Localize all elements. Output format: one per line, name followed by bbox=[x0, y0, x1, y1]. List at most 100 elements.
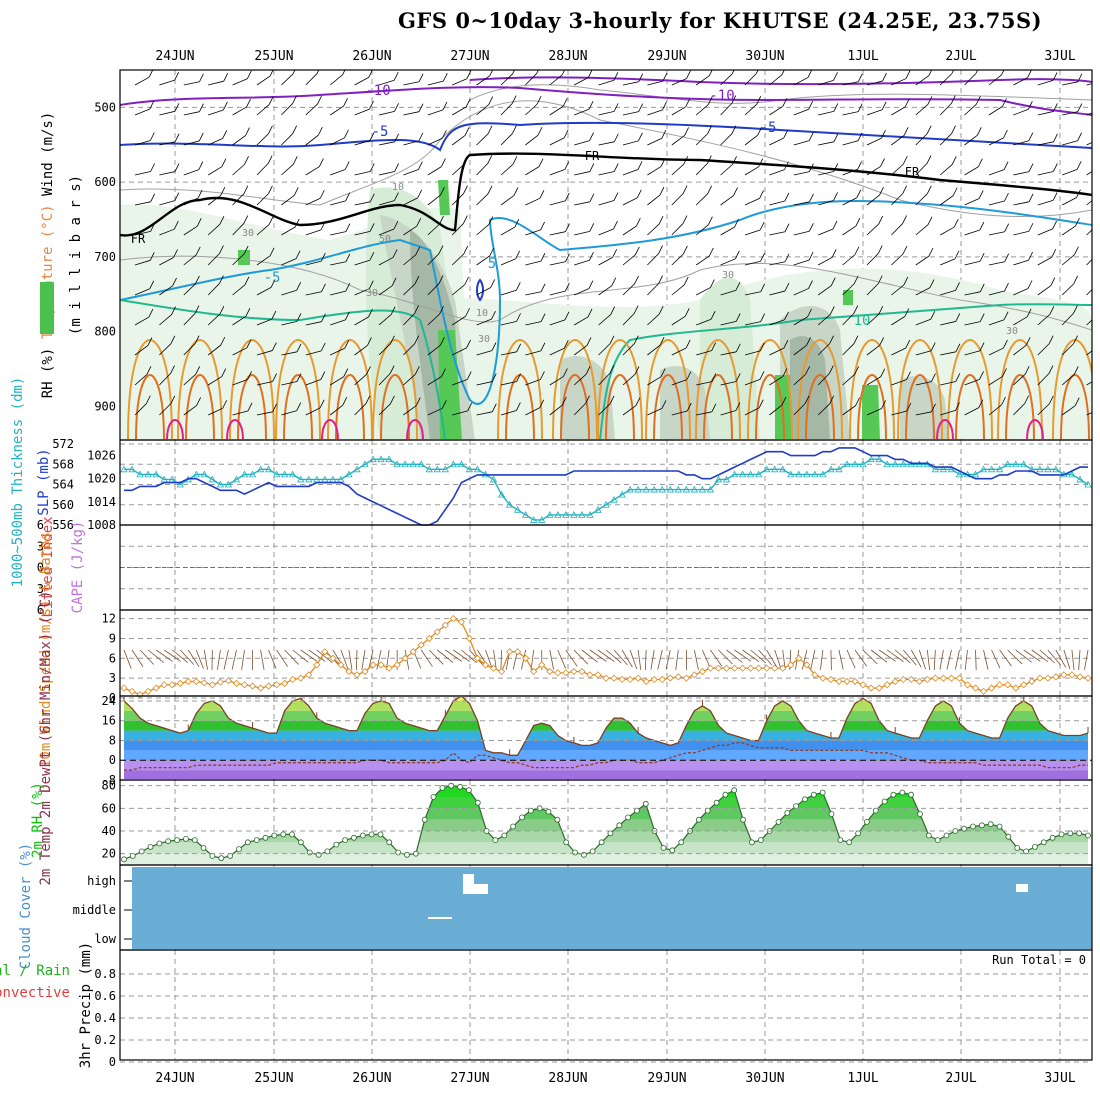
wind10-point bbox=[248, 682, 257, 690]
wind-barb bbox=[272, 403, 278, 412]
rh2m-point bbox=[465, 787, 472, 794]
wind10-point bbox=[353, 671, 361, 679]
wind-barb bbox=[1003, 311, 1009, 320]
temp-contour-0 bbox=[120, 86, 1092, 116]
thickness-point bbox=[1012, 460, 1020, 468]
wind-barb bbox=[684, 127, 689, 136]
wind-barb bbox=[598, 373, 611, 386]
wind-barb bbox=[159, 228, 175, 236]
wind10-barb bbox=[589, 649, 607, 662]
thickness-point bbox=[730, 470, 739, 478]
wind-barb bbox=[866, 408, 882, 416]
rh2m-point bbox=[359, 832, 366, 839]
wind-barb bbox=[915, 133, 928, 146]
thickness-point bbox=[771, 465, 779, 473]
wind-barb bbox=[769, 231, 786, 236]
thickness-point bbox=[554, 511, 562, 518]
wind-barb bbox=[1037, 285, 1052, 296]
wind-barb bbox=[378, 110, 395, 116]
wind-barb bbox=[866, 376, 881, 386]
wind-barb bbox=[208, 407, 223, 416]
thickness-point bbox=[489, 475, 498, 483]
wind10-point bbox=[433, 628, 441, 636]
temp-contour-2 bbox=[120, 121, 1092, 152]
wind10-point bbox=[947, 674, 955, 682]
wind-barb bbox=[769, 200, 785, 206]
wind-barb bbox=[1061, 313, 1074, 326]
wind-barb bbox=[525, 229, 541, 236]
wind-barb bbox=[598, 285, 612, 296]
wind-barb bbox=[829, 306, 835, 315]
wind-barb bbox=[208, 137, 223, 146]
wind10-point bbox=[1084, 674, 1092, 682]
thickness-point bbox=[417, 460, 425, 468]
wind-barb bbox=[793, 201, 810, 206]
rh2m-point bbox=[660, 845, 667, 851]
wind-barb bbox=[842, 169, 858, 176]
wind10-barb bbox=[782, 649, 786, 670]
wind-barb bbox=[735, 373, 741, 382]
wind-barb bbox=[855, 217, 861, 227]
thickness-point bbox=[1084, 480, 1092, 488]
temp-contour-5 bbox=[120, 299, 1092, 439]
wind10-barb bbox=[445, 649, 463, 662]
ytick-slp: 1026 bbox=[87, 449, 116, 463]
wind10-point bbox=[522, 654, 530, 662]
wind-barb bbox=[525, 197, 541, 206]
wind-barb bbox=[574, 140, 590, 146]
wind10-point bbox=[963, 681, 972, 689]
ytick-precip: 0.6 bbox=[94, 989, 116, 1003]
wind-barb bbox=[818, 256, 833, 266]
rh2m-point bbox=[563, 839, 570, 846]
thickness-point bbox=[819, 470, 827, 478]
wind10-barb bbox=[292, 649, 309, 663]
wind-barb bbox=[658, 305, 664, 315]
wind-barb bbox=[390, 335, 395, 344]
wind10-barb bbox=[933, 649, 936, 670]
wind-barb bbox=[853, 335, 859, 344]
rh2m-band-4 bbox=[124, 808, 1088, 820]
temp-contour-label-7: -5 bbox=[264, 270, 281, 286]
wind-barb bbox=[232, 315, 247, 326]
wind-barb bbox=[354, 140, 371, 146]
wind-barb bbox=[525, 103, 538, 116]
wind-barb bbox=[427, 194, 441, 206]
wind-barb bbox=[877, 245, 883, 254]
temp-contour-warm-12 bbox=[797, 338, 843, 439]
thickness-point bbox=[594, 505, 602, 513]
rh2m-point bbox=[722, 791, 729, 798]
thickness-point bbox=[995, 465, 1004, 473]
wind-barb bbox=[281, 164, 294, 176]
wind10-point bbox=[722, 664, 731, 672]
wind-barb bbox=[393, 220, 399, 230]
wind-barb bbox=[256, 75, 271, 86]
wind-barb bbox=[1004, 282, 1009, 292]
wind-barb bbox=[842, 81, 859, 86]
wind10-barb bbox=[954, 649, 960, 670]
wind10-barb bbox=[437, 649, 454, 663]
wind-barb bbox=[695, 104, 709, 116]
wind-barb bbox=[344, 340, 350, 349]
wind-barb bbox=[711, 403, 717, 412]
wind-barb bbox=[562, 396, 567, 406]
wind-barb bbox=[540, 371, 545, 380]
thickness-point bbox=[264, 465, 273, 473]
ytick-wind: 0 bbox=[109, 691, 116, 705]
ylabel-temp-text: 2m Temp 2m DewPt (6hr Min/Max) (°C) bbox=[38, 590, 54, 885]
wind10-barb bbox=[179, 649, 195, 665]
wind10-barb bbox=[530, 649, 535, 670]
wind-barb bbox=[855, 397, 860, 406]
wind-barb bbox=[403, 140, 419, 146]
wind-barb bbox=[1001, 70, 1005, 76]
wind-barb bbox=[272, 373, 277, 382]
wind10-barb bbox=[999, 649, 1012, 667]
wind-barb bbox=[1027, 70, 1032, 78]
cloud-gap-1 bbox=[474, 884, 488, 894]
ytick-thickness: 568 bbox=[52, 457, 74, 471]
wind10-point bbox=[313, 661, 321, 669]
wind-barb bbox=[319, 158, 324, 167]
wind10-barb bbox=[493, 649, 497, 670]
wind-barb bbox=[1061, 254, 1075, 266]
wind-barb bbox=[1062, 197, 1077, 206]
wind10-point bbox=[273, 681, 281, 689]
